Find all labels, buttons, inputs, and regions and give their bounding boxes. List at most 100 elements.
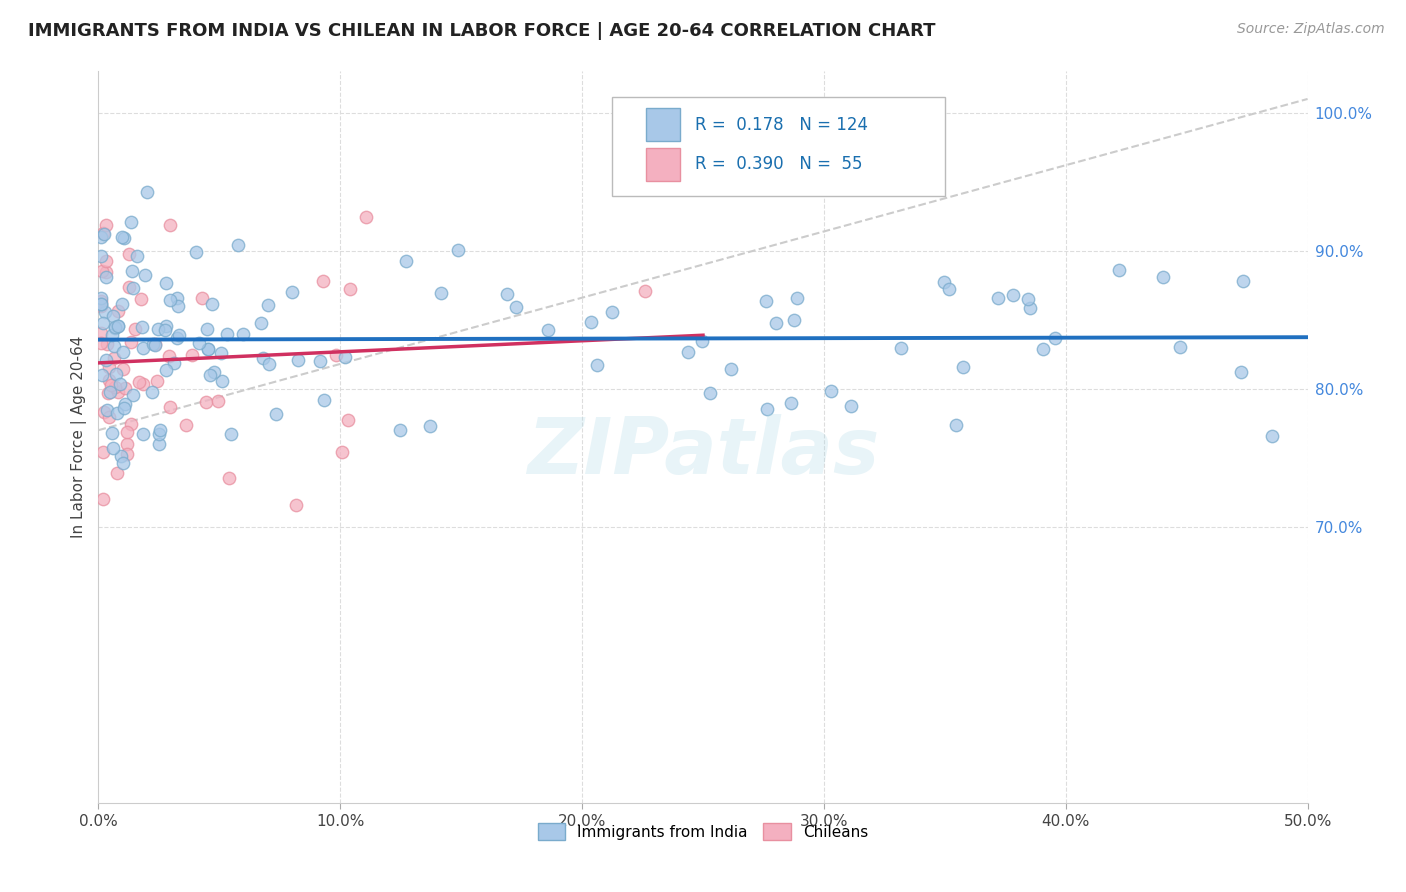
Point xyxy=(1108,262,1130,277)
Point xyxy=(111,297,134,311)
Point xyxy=(256,298,278,312)
Point xyxy=(159,293,181,308)
Point xyxy=(93,405,115,419)
Point xyxy=(93,316,115,330)
Point xyxy=(579,315,602,329)
Point xyxy=(115,425,138,439)
Point xyxy=(107,304,129,318)
Point xyxy=(765,316,787,330)
Point xyxy=(1152,269,1174,284)
Point xyxy=(114,397,136,411)
Point xyxy=(987,291,1010,305)
Point xyxy=(191,291,214,305)
Point xyxy=(756,401,779,416)
Point xyxy=(136,185,159,199)
Point xyxy=(786,291,808,305)
Point xyxy=(197,342,219,356)
Point xyxy=(181,347,204,361)
Point xyxy=(166,292,188,306)
Point xyxy=(115,437,138,451)
Point xyxy=(117,280,139,294)
Point xyxy=(90,326,112,340)
Point xyxy=(142,337,165,351)
Point xyxy=(335,350,357,364)
Point xyxy=(107,319,129,334)
Point xyxy=(155,277,177,291)
Point xyxy=(932,275,955,289)
Point xyxy=(96,254,118,268)
Point xyxy=(505,300,527,314)
Point xyxy=(125,249,148,263)
Point xyxy=(755,293,778,308)
Point xyxy=(90,335,112,350)
Point xyxy=(120,334,142,349)
Point xyxy=(90,297,112,311)
Point xyxy=(820,384,842,399)
Point xyxy=(90,230,112,244)
Point xyxy=(124,322,146,336)
Point xyxy=(195,394,218,409)
Point xyxy=(600,305,623,319)
Point xyxy=(112,456,135,470)
Point xyxy=(155,319,177,334)
Point xyxy=(198,368,221,382)
Point xyxy=(228,238,250,252)
Point xyxy=(121,281,143,295)
Point xyxy=(354,210,377,224)
Point xyxy=(167,299,190,313)
Bar xyxy=(647,148,681,181)
Point xyxy=(91,368,114,382)
Point xyxy=(91,445,114,459)
Point xyxy=(96,403,118,417)
Text: R =  0.390   N =  55: R = 0.390 N = 55 xyxy=(695,155,862,173)
Point xyxy=(121,264,143,278)
Point xyxy=(232,327,254,342)
Point xyxy=(201,296,224,310)
Point xyxy=(207,394,229,409)
Point xyxy=(111,362,134,376)
FancyBboxPatch shape xyxy=(613,97,945,195)
Point xyxy=(634,284,657,298)
Point xyxy=(120,417,142,431)
Point xyxy=(91,492,114,507)
Point xyxy=(108,376,131,391)
Point xyxy=(1261,428,1284,442)
Point xyxy=(209,346,232,360)
Point xyxy=(115,447,138,461)
Point xyxy=(112,401,135,415)
Point xyxy=(90,291,112,305)
Text: Source: ZipAtlas.com: Source: ZipAtlas.com xyxy=(1237,22,1385,37)
Point xyxy=(107,319,129,334)
Point xyxy=(287,353,309,368)
Point xyxy=(96,337,118,351)
Text: ZIPatlas: ZIPatlas xyxy=(527,414,879,490)
Point xyxy=(153,323,176,337)
Point xyxy=(1043,331,1066,345)
Point xyxy=(252,351,274,365)
Point xyxy=(157,350,180,364)
Point xyxy=(96,352,118,367)
Point xyxy=(285,498,308,512)
Point xyxy=(100,385,122,400)
Point xyxy=(111,230,134,244)
Point xyxy=(97,410,120,425)
Point xyxy=(107,385,129,400)
Point xyxy=(155,363,177,377)
Point xyxy=(100,327,122,342)
Point xyxy=(90,249,112,263)
Point xyxy=(97,385,120,400)
Point xyxy=(419,419,441,434)
Point xyxy=(264,408,287,422)
Point xyxy=(143,337,166,351)
Text: IMMIGRANTS FROM INDIA VS CHILEAN IN LABOR FORCE | AGE 20-64 CORRELATION CHART: IMMIGRANTS FROM INDIA VS CHILEAN IN LABO… xyxy=(28,22,935,40)
Point xyxy=(90,263,112,277)
Point xyxy=(105,405,128,419)
Point xyxy=(132,341,155,355)
Point xyxy=(103,351,125,366)
Text: R =  0.178   N = 124: R = 0.178 N = 124 xyxy=(695,116,868,134)
Point xyxy=(280,285,302,299)
Point xyxy=(1032,343,1054,357)
Point xyxy=(690,334,713,349)
Point xyxy=(330,445,353,459)
Point xyxy=(720,362,742,376)
